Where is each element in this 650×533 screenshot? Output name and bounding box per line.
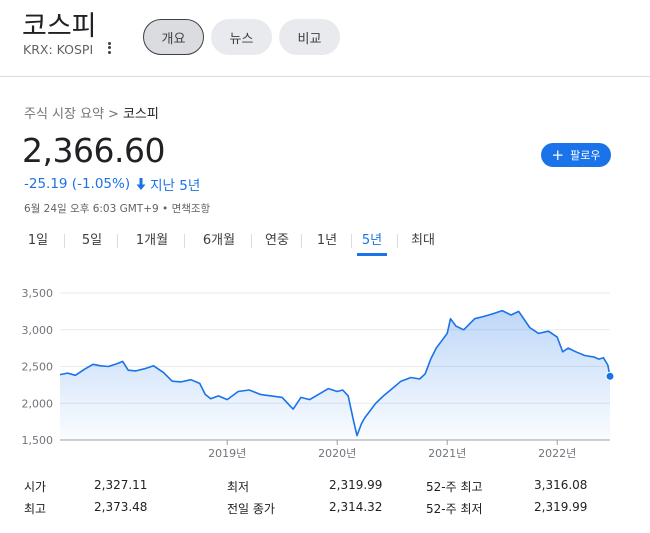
- stats-row: 최고 2,373.48 전일 종가 2,314.32 52-주 최저 2,319.99: [24, 500, 634, 520]
- stat-label: 52-주 최저: [426, 502, 483, 516]
- header-divider: [0, 76, 650, 77]
- range-tab-max[interactable]: 최대: [411, 233, 435, 248]
- page-title: 코스피: [22, 11, 97, 42]
- stat-label: 52-주 최고: [426, 480, 483, 494]
- price-change-value: -25.19 (-1.05%): [24, 176, 131, 192]
- x-tick-label: 2020년: [318, 447, 356, 460]
- breadcrumb: 주식 시장 요약 > 코스피: [24, 103, 159, 122]
- range-tab-6m[interactable]: 6개월: [202, 233, 236, 248]
- range-separator: [251, 234, 252, 248]
- range-tab-ytd[interactable]: 연중: [265, 233, 289, 248]
- breadcrumb-separator: >: [108, 107, 119, 122]
- range-separator: [397, 234, 398, 248]
- price-chart[interactable]: 1,500 2,000 2,500 3,000 3,500 2019년 2020년 2021년…: [0, 275, 650, 470]
- stat-label: 최저: [227, 480, 250, 494]
- current-price: 2,366.60: [22, 131, 165, 170]
- y-tick-label: 3,500: [22, 287, 54, 300]
- x-tick-label: 2019년: [208, 447, 246, 460]
- x-tick-label: 2022년: [538, 447, 576, 460]
- y-tick-label: 1,500: [22, 434, 54, 447]
- timestamp-disclaimer[interactable]: 6월 24일 오후 6:03 GMT+9 • 면책조항: [24, 203, 211, 215]
- range-separator: [301, 234, 302, 248]
- last-point-marker: [605, 371, 615, 381]
- y-tick-label: 3,000: [22, 324, 54, 337]
- tab-overview[interactable]: 개요: [143, 19, 204, 55]
- price-change-period: 지난 5년: [150, 178, 201, 194]
- range-separator: [184, 234, 185, 248]
- stat-value: 2,319.99: [329, 478, 383, 492]
- tab-compare[interactable]: 비교: [279, 19, 340, 55]
- breadcrumb-current: 코스피: [122, 107, 159, 122]
- range-separator: [64, 234, 65, 248]
- stat-value: 2,314.32: [329, 500, 383, 514]
- range-tab-5d[interactable]: 5일: [81, 233, 103, 248]
- stat-label: 시가: [24, 480, 47, 494]
- series-area: [60, 310, 610, 440]
- stats-row: 시가 2,327.11 최저 2,319.99 52-주 최고 3,316.08: [24, 478, 634, 498]
- stat-value: 2,327.11: [94, 478, 148, 492]
- follow-button[interactable]: + 팔로우: [541, 143, 611, 167]
- range-tab-1m[interactable]: 1개월: [135, 233, 169, 248]
- plus-icon: +: [551, 145, 565, 164]
- series-line: [59, 309, 611, 437]
- range-separator: [351, 234, 352, 248]
- arrow-down-icon: [136, 178, 146, 190]
- range-separator: [117, 234, 118, 248]
- y-tick-label: 2,000: [22, 397, 54, 410]
- breadcrumb-parent-link[interactable]: 주식 시장 요약: [24, 107, 105, 122]
- range-tab-1d[interactable]: 1일: [27, 233, 49, 248]
- range-tab-1y[interactable]: 1년: [316, 233, 338, 248]
- ticker-symbol: KRX: KOSPI: [23, 42, 94, 57]
- price-change: -25.19 (-1.05%) 지난 5년: [24, 174, 200, 194]
- stat-value: 3,316.08: [534, 478, 588, 492]
- stat-label: 최고: [24, 502, 47, 516]
- x-tick-label: 2021년: [428, 447, 466, 460]
- stat-label: 전일 종가: [227, 502, 275, 516]
- y-tick-label: 2,500: [22, 361, 54, 374]
- stat-value: 2,373.48: [94, 500, 148, 514]
- range-tab-5y[interactable]: 5년: [357, 226, 387, 256]
- more-vert-icon[interactable]: [106, 40, 112, 56]
- tab-news[interactable]: 뉴스: [211, 19, 272, 55]
- follow-button-label: 팔로우: [570, 149, 601, 162]
- stat-value: 2,319.99: [534, 500, 588, 514]
